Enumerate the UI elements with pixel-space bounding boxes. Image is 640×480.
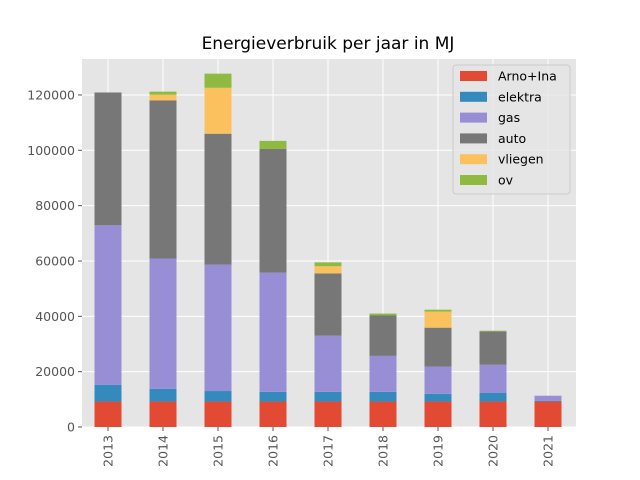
bar-ov-2017 (314, 262, 342, 267)
y-tick-label: 60000 (35, 253, 75, 268)
x-tick-label: 2016 (266, 435, 281, 467)
y-tick-label: 80000 (35, 198, 75, 213)
legend-label: vliegen (498, 152, 544, 167)
bar-ov-2014 (149, 91, 177, 95)
bar-auto-2014 (149, 100, 177, 259)
bar-ov-2015 (204, 73, 232, 88)
bar-elektra-2013 (94, 384, 122, 402)
x-tick-label: 2021 (541, 435, 556, 467)
legend-label: Arno+Ina (498, 69, 557, 84)
bar-gas-2020 (479, 364, 507, 393)
legend-swatch (460, 154, 487, 165)
bar-ov-2019 (424, 309, 452, 312)
bar-arno-ina-2017 (314, 401, 342, 427)
bar-gas-2018 (369, 355, 397, 392)
bar-auto-2020 (479, 331, 507, 365)
bar-gas-2019 (424, 366, 452, 394)
bar-auto-2019 (424, 327, 452, 367)
bar-arno-ina-2018 (369, 401, 397, 427)
bar-auto-2017 (314, 273, 342, 336)
legend-swatch (460, 71, 487, 81)
legend-label: elektra (498, 89, 542, 104)
bar-elektra-2015 (204, 391, 232, 402)
bar-arno-ina-2021 (534, 401, 562, 427)
bar-arno-ina-2020 (479, 401, 507, 427)
legend-swatch (460, 91, 487, 102)
x-tick-label: 2019 (431, 435, 446, 467)
y-tick-label: 120000 (27, 87, 75, 102)
bar-gas-2016 (259, 272, 287, 392)
bar-arno-ina-2014 (149, 401, 177, 427)
bar-auto-2013 (94, 92, 122, 226)
bar-vliegen-2014 (149, 94, 177, 101)
x-tick-label: 2018 (376, 435, 391, 467)
x-tick-label: 2017 (321, 435, 336, 467)
bar-vliegen-2015 (204, 87, 232, 134)
y-tick-label: 0 (67, 420, 75, 435)
legend-label: gas (498, 110, 520, 125)
bar-vliegen-2019 (424, 311, 452, 328)
bar-auto-2016 (259, 148, 287, 273)
bar-elektra-2017 (314, 391, 342, 402)
bar-arno-ina-2013 (94, 401, 122, 427)
bar-elektra-2014 (149, 388, 177, 402)
x-tick-label: 2020 (486, 435, 501, 467)
x-tick-label: 2015 (211, 435, 226, 467)
bar-gas-2014 (149, 258, 177, 389)
legend-label: ov (498, 173, 514, 188)
bar-ov-2020 (479, 330, 507, 332)
bar-arno-ina-2016 (259, 401, 287, 427)
bar-vliegen-2017 (314, 266, 342, 274)
bar-auto-2015 (204, 133, 232, 265)
bar-auto-2018 (369, 315, 397, 356)
legend-swatch (460, 112, 487, 123)
bar-arno-ina-2015 (204, 401, 232, 427)
bar-gas-2013 (94, 225, 122, 385)
bar-elektra-2021 (534, 400, 562, 402)
legend-label: auto (498, 131, 526, 146)
bar-gas-2021 (534, 395, 562, 401)
legend: Arno+Ina elektra gas auto vliegen ov (452, 64, 571, 195)
bar-gas-2015 (204, 264, 232, 392)
legend-swatch (460, 133, 487, 144)
bar-elektra-2018 (369, 391, 397, 402)
bar-elektra-2016 (259, 391, 287, 402)
y-tick-label: 20000 (35, 364, 75, 379)
bar-arno-ina-2019 (424, 401, 452, 427)
x-tick-label: 2014 (156, 435, 171, 467)
bar-elektra-2020 (479, 392, 507, 402)
y-tick-label: 40000 (35, 309, 75, 324)
x-tick-label: 2013 (101, 435, 116, 467)
y-tick-label: 100000 (27, 143, 75, 158)
chart-title: Energieverbruik per jaar in MJ (202, 34, 455, 54)
bar-ov-2018 (369, 313, 397, 316)
bar-elektra-2019 (424, 393, 452, 402)
bar-ov-2016 (259, 140, 287, 149)
bar-gas-2017 (314, 335, 342, 392)
legend-swatch (460, 175, 487, 185)
